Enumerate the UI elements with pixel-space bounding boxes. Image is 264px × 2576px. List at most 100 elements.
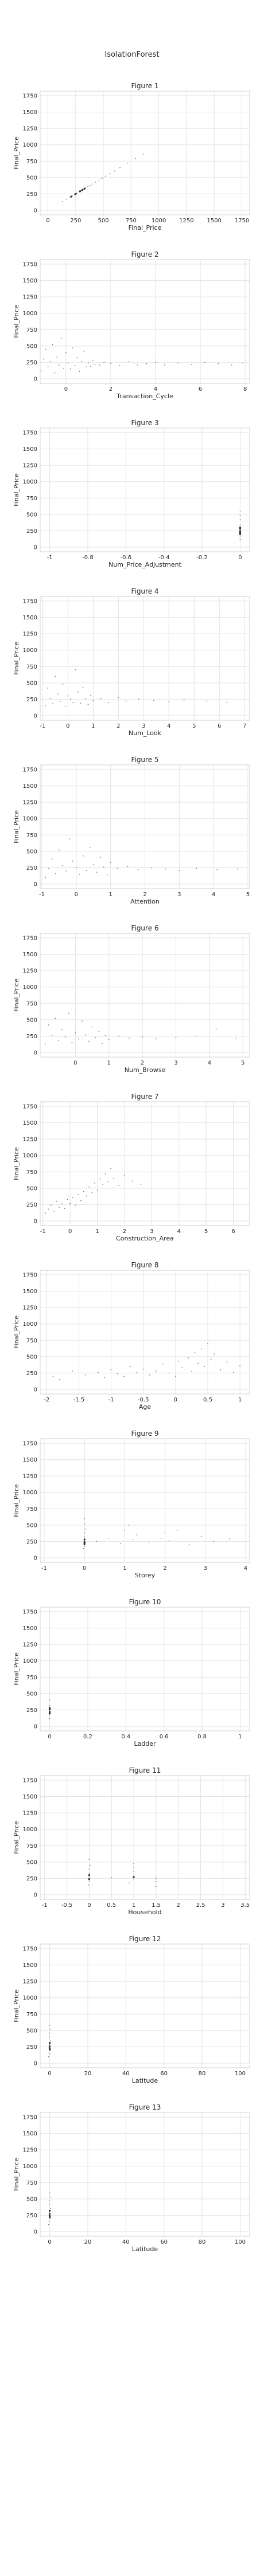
x-tick-label: 100 bbox=[235, 2071, 246, 2077]
data-point bbox=[61, 1029, 63, 1030]
data-point bbox=[132, 1539, 134, 1540]
data-point bbox=[47, 366, 49, 368]
data-point bbox=[49, 2043, 51, 2045]
y-axis-label: Final_Price bbox=[13, 1484, 20, 1517]
x-tick-label: 0 bbox=[174, 1397, 177, 1403]
data-point bbox=[72, 861, 73, 862]
x-tick-label: -1.5 bbox=[73, 1397, 85, 1403]
y-tick-label: 1750 bbox=[23, 936, 37, 942]
data-point bbox=[63, 367, 64, 369]
data-point bbox=[148, 1541, 150, 1543]
y-axis-label: Final_Price bbox=[13, 473, 20, 506]
data-point bbox=[55, 676, 56, 677]
data-point bbox=[88, 1859, 90, 1860]
data-point bbox=[80, 702, 81, 704]
data-point bbox=[188, 1544, 190, 1546]
subplot-12: 0 20 40 60 80 10002505007501000125015001750Fi… bbox=[13, 1935, 250, 2084]
y-tick-label: 1500 bbox=[23, 952, 37, 958]
y-tick-label: 0 bbox=[34, 1050, 37, 1057]
x-tick-label: 5 bbox=[204, 1228, 208, 1235]
x-tick-label: 1 bbox=[91, 723, 95, 729]
x-axis-label: Num_Look bbox=[129, 729, 162, 737]
data-point bbox=[52, 703, 53, 705]
data-point bbox=[155, 1038, 157, 1039]
x-tick-label: 1 bbox=[132, 1902, 135, 1909]
y-tick-label: 1250 bbox=[23, 1979, 37, 1985]
data-point bbox=[49, 698, 51, 700]
data-point bbox=[118, 1035, 120, 1037]
x-tick-label: 5 bbox=[246, 892, 250, 898]
plot-area bbox=[40, 1607, 250, 1731]
y-tick-label: 0 bbox=[34, 2061, 37, 2067]
data-point bbox=[75, 1032, 76, 1034]
data-point bbox=[50, 2208, 51, 2209]
y-axis-label: Final_Price bbox=[13, 1147, 20, 1180]
y-tick-label: 1500 bbox=[23, 1962, 37, 1969]
data-point bbox=[96, 1541, 98, 1542]
y-tick-label: 0 bbox=[34, 208, 37, 214]
data-point bbox=[44, 1043, 46, 1045]
data-point bbox=[58, 1040, 60, 1042]
data-point bbox=[133, 1878, 134, 1880]
y-axis-label: Final_Price bbox=[13, 1652, 20, 1686]
data-point bbox=[88, 362, 89, 364]
x-axis-label: Ladder bbox=[134, 1740, 156, 1748]
y-tick-label: 750 bbox=[26, 496, 37, 502]
data-point bbox=[68, 1012, 69, 1014]
data-point bbox=[88, 1874, 91, 1876]
data-point bbox=[204, 362, 205, 363]
y-tick-label: 1000 bbox=[23, 142, 37, 148]
data-point bbox=[155, 362, 156, 363]
y-tick-label: 250 bbox=[26, 697, 37, 703]
data-point bbox=[61, 201, 63, 203]
data-point bbox=[70, 195, 72, 198]
data-point bbox=[200, 1348, 202, 1350]
y-tick-label: 1500 bbox=[23, 446, 37, 453]
y-tick-label: 1500 bbox=[23, 1625, 37, 1632]
data-point bbox=[48, 1711, 51, 1713]
y-axis-label: Final_Price bbox=[13, 136, 20, 170]
data-point bbox=[124, 1530, 126, 1531]
plot-area bbox=[40, 596, 250, 720]
data-point bbox=[98, 1031, 100, 1032]
x-axis-label: Storey bbox=[135, 1572, 156, 1579]
y-axis-label: Final_Price bbox=[13, 642, 20, 675]
data-point bbox=[75, 193, 77, 195]
x-tick-label: 2 bbox=[141, 1060, 144, 1066]
y-tick-label: 1250 bbox=[23, 2147, 37, 2154]
data-point bbox=[79, 371, 80, 372]
data-point bbox=[168, 1540, 170, 1542]
data-point bbox=[48, 1208, 49, 1210]
data-point bbox=[49, 2200, 51, 2202]
x-tick-label: 0.5 bbox=[107, 1902, 116, 1909]
data-point bbox=[129, 1882, 130, 1884]
data-point bbox=[81, 361, 83, 363]
data-point bbox=[239, 515, 241, 517]
subplot-title: Figure 10 bbox=[129, 1598, 161, 1606]
x-tick-label: 1000 bbox=[152, 218, 166, 224]
x-axis-label: Attention bbox=[130, 898, 160, 905]
y-tick-label: 500 bbox=[26, 2196, 37, 2202]
axes-frame bbox=[40, 1775, 250, 1900]
data-point bbox=[133, 1870, 134, 1872]
x-tick-label: 8 bbox=[243, 386, 247, 392]
data-point bbox=[49, 1710, 51, 1711]
axes-frame bbox=[40, 2112, 250, 2237]
data-point bbox=[109, 173, 111, 174]
data-point bbox=[95, 1036, 96, 1038]
data-point bbox=[48, 1712, 51, 1714]
x-tick-label: 0 bbox=[83, 1565, 86, 1572]
y-tick-label: 250 bbox=[26, 360, 37, 366]
data-point bbox=[195, 1035, 197, 1037]
x-tick-label: 5 bbox=[241, 1060, 244, 1066]
y-tick-label: 1000 bbox=[23, 1995, 37, 2001]
data-point bbox=[200, 1536, 202, 1537]
x-axis-label: Num_Browse bbox=[125, 1066, 166, 1074]
data-point bbox=[80, 1200, 82, 1201]
y-tick-label: 1250 bbox=[23, 968, 37, 975]
x-tick-label: -1 bbox=[39, 892, 45, 898]
x-tick-label: 1250 bbox=[179, 218, 193, 224]
data-point bbox=[83, 187, 86, 190]
data-point bbox=[164, 1532, 166, 1534]
data-point bbox=[178, 1360, 180, 1362]
